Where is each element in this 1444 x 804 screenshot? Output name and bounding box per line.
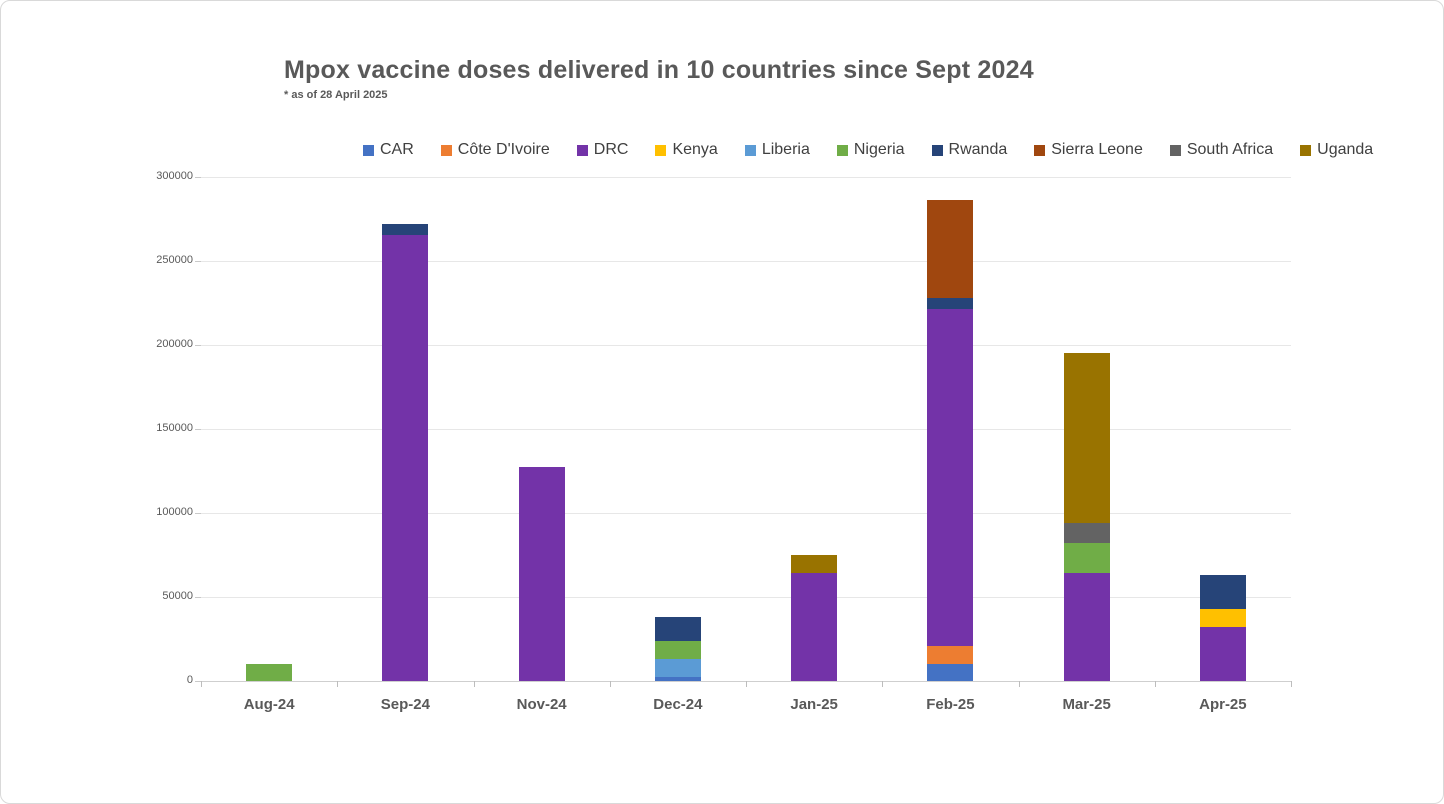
- legend-label: Sierra Leone: [1051, 141, 1143, 158]
- x-axis-label-dec-24: Dec-24: [653, 696, 703, 713]
- y-tick-label: 100000: [156, 505, 193, 518]
- x-axis-tick: [337, 681, 339, 687]
- y-axis-tick: [195, 344, 201, 346]
- y-tick-label: 200000: [156, 337, 193, 350]
- legend-item-liberia: Liberia: [744, 141, 810, 159]
- y-tick-label: 300000: [156, 169, 193, 182]
- x-axis-tick: [1018, 681, 1020, 687]
- bar-segment-rwanda-apr-25: [1199, 575, 1246, 609]
- x-axis-tick: [1154, 681, 1156, 687]
- x-axis-label-jan-25: Jan-25: [790, 696, 838, 713]
- legend-swatch-icon: [363, 144, 374, 156]
- bar-segment-drc-nov-24: [518, 467, 565, 681]
- legend-label: Liberia: [761, 141, 810, 158]
- bar-segment-uganda-mar-25: [1063, 353, 1110, 523]
- bar-segment-south-africa-mar-25: [1063, 522, 1110, 544]
- legend-swatch-icon: [744, 144, 756, 156]
- legend-label: DRC: [593, 141, 629, 158]
- bar-segment-car-dec-24: [654, 676, 701, 681]
- legend-swatch-icon: [836, 144, 848, 156]
- gridline: [201, 344, 1291, 346]
- x-axis-tick: [882, 681, 884, 687]
- bar-segment-c-te-d-ivoire-feb-25: [927, 645, 974, 665]
- x-axis-tick: [201, 681, 202, 687]
- bar-segment-nigeria-mar-25: [1063, 543, 1110, 574]
- x-axis-label-apr-25: Apr-25: [1199, 696, 1247, 713]
- legend-swatch-icon: [1169, 144, 1181, 156]
- bar-segment-drc-jan-25: [791, 573, 838, 681]
- legend-item-c-te-d-ivoire: Côte D'Ivoire: [440, 141, 550, 159]
- y-axis-tick: [195, 176, 201, 178]
- bar-segment-sierra-leone-feb-25: [927, 200, 974, 298]
- x-axis-tick: [746, 681, 747, 687]
- legend-item-car: CAR: [363, 141, 414, 159]
- legend-label: Côte D'Ivoire: [457, 141, 550, 158]
- bar-segment-uganda-jan-25: [791, 554, 838, 574]
- legend-label: Nigeria: [853, 141, 905, 158]
- y-tick-label: 0: [186, 674, 193, 686]
- chart-title: Mpox vaccine doses delivered in 10 count…: [284, 56, 1034, 84]
- y-axis-tick: [195, 596, 201, 598]
- legend: CAR Côte D'Ivoire DRC Kenya Liberia Nigeria Rw…: [363, 141, 1373, 159]
- bar-segment-rwanda-sep-24: [382, 223, 429, 236]
- y-axis-tick: [195, 681, 201, 682]
- y-axis-tick: [195, 428, 201, 430]
- legend-item-drc: DRC: [576, 141, 629, 159]
- chart-subtitle: * as of 28 April 2025: [284, 89, 388, 101]
- gridline: [201, 596, 1291, 598]
- x-axis-label-aug-24: Aug-24: [243, 696, 295, 713]
- x-axis-tick: [609, 681, 611, 687]
- bar-segment-drc-mar-25: [1063, 573, 1110, 681]
- gridline: [201, 428, 1291, 430]
- legend-label: CAR: [380, 141, 414, 158]
- bar-segment-rwanda-feb-25: [927, 297, 974, 310]
- y-axis-tick: [195, 512, 201, 514]
- legend-item-kenya: Kenya: [655, 141, 718, 159]
- x-axis-label-nov-24: Nov-24: [516, 696, 567, 713]
- bar-segment-nigeria-dec-24: [654, 640, 701, 660]
- bar-segment-nigeria-aug-24: [246, 664, 293, 681]
- legend-item-rwanda: Rwanda: [931, 141, 1008, 159]
- legend-label: South Africa: [1186, 141, 1274, 158]
- y-tick-label: 50000: [162, 589, 193, 602]
- legend-item-nigeria: Nigeria: [836, 141, 905, 159]
- bar-segment-kenya-apr-25: [1199, 608, 1246, 628]
- legend-item-sierra-leone: Sierra Leone: [1034, 141, 1143, 159]
- legend-label: Rwanda: [948, 141, 1008, 158]
- gridline: [201, 260, 1291, 262]
- legend-item-uganda: Uganda: [1300, 141, 1373, 159]
- bar-segment-drc-apr-25: [1199, 627, 1246, 681]
- legend-swatch-icon: [576, 144, 588, 156]
- legend-label: Kenya: [672, 141, 718, 158]
- y-axis-tick: [195, 260, 201, 262]
- bar-segment-drc-feb-25: [927, 309, 974, 646]
- legend-swatch-icon: [1034, 144, 1046, 156]
- x-axis-label-feb-25: Feb-25: [926, 696, 975, 713]
- x-axis-tick: [1291, 681, 1292, 687]
- x-axis-tick: [473, 681, 475, 687]
- bar-segment-rwanda-dec-24: [654, 617, 701, 641]
- legend-item-south-africa: South Africa: [1169, 141, 1274, 159]
- x-axis-label-sep-24: Sep-24: [380, 696, 430, 713]
- bar-segment-drc-sep-24: [382, 235, 429, 681]
- gridline: [201, 176, 1291, 178]
- legend-swatch-icon: [1300, 144, 1312, 156]
- bar-segment-car-feb-25: [927, 664, 974, 681]
- legend-swatch-icon: [931, 144, 943, 156]
- legend-swatch-icon: [655, 144, 667, 156]
- y-tick-label: 250000: [156, 253, 193, 266]
- gridline: [201, 512, 1291, 514]
- bar-segment-liberia-dec-24: [654, 659, 701, 677]
- legend-swatch-icon: [440, 144, 452, 156]
- legend-label: Uganda: [1317, 141, 1374, 158]
- x-axis-label-mar-25: Mar-25: [1062, 696, 1111, 713]
- y-tick-label: 150000: [156, 421, 193, 434]
